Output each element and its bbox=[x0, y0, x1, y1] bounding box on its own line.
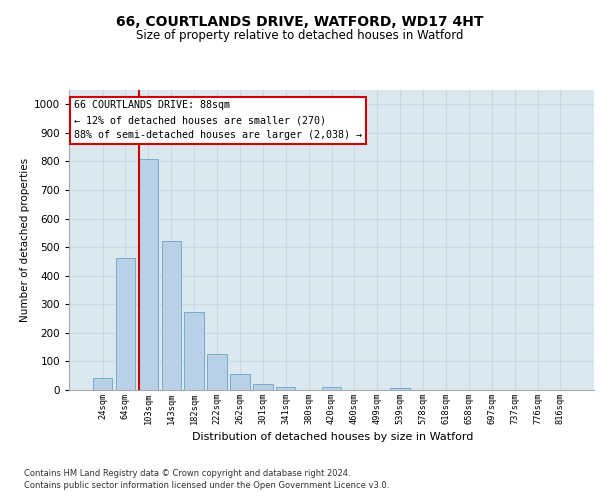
Bar bbox=[208, 354, 227, 390]
Bar bbox=[253, 384, 272, 390]
Text: Contains public sector information licensed under the Open Government Licence v3: Contains public sector information licen… bbox=[24, 482, 389, 490]
Bar bbox=[184, 312, 204, 390]
Bar bbox=[276, 386, 295, 390]
Bar bbox=[322, 386, 341, 390]
Text: 66 COURTLANDS DRIVE: 88sqm
← 12% of detached houses are smaller (270)
88% of sem: 66 COURTLANDS DRIVE: 88sqm ← 12% of deta… bbox=[74, 100, 362, 140]
Bar bbox=[161, 242, 181, 390]
Text: Contains HM Land Registry data © Crown copyright and database right 2024.: Contains HM Land Registry data © Crown c… bbox=[24, 470, 350, 478]
Bar bbox=[139, 158, 158, 390]
Bar bbox=[391, 388, 410, 390]
Text: 66, COURTLANDS DRIVE, WATFORD, WD17 4HT: 66, COURTLANDS DRIVE, WATFORD, WD17 4HT bbox=[116, 16, 484, 30]
Text: Size of property relative to detached houses in Watford: Size of property relative to detached ho… bbox=[136, 30, 464, 43]
Text: Distribution of detached houses by size in Watford: Distribution of detached houses by size … bbox=[193, 432, 473, 442]
Bar bbox=[93, 378, 112, 390]
Y-axis label: Number of detached properties: Number of detached properties bbox=[20, 158, 29, 322]
Bar bbox=[230, 374, 250, 390]
Bar bbox=[116, 258, 135, 390]
